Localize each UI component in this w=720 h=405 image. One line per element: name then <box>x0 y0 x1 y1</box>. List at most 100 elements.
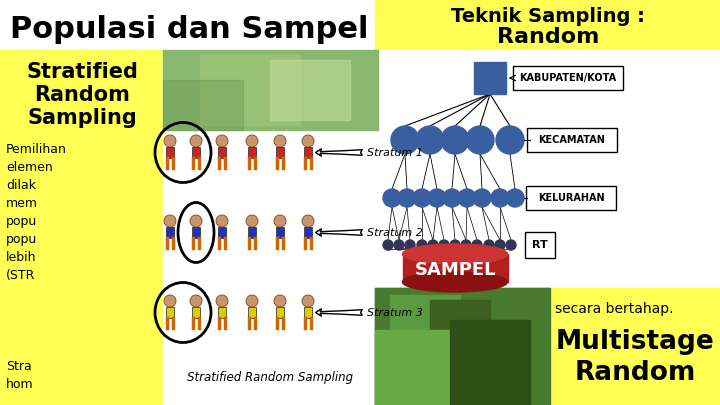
Circle shape <box>164 215 176 227</box>
Bar <box>192 227 200 238</box>
Circle shape <box>302 135 314 147</box>
Bar <box>218 307 226 318</box>
Bar <box>276 307 284 318</box>
Text: Pemilihan: Pemilihan <box>6 143 67 156</box>
Bar <box>450 320 530 405</box>
Circle shape <box>443 189 461 207</box>
Circle shape <box>246 295 258 307</box>
Text: Random: Random <box>575 360 696 386</box>
Bar <box>200 55 300 125</box>
Text: dilak: dilak <box>6 179 36 192</box>
Text: Random: Random <box>34 85 130 105</box>
Bar <box>390 295 460 340</box>
Bar <box>375 288 550 405</box>
Bar <box>163 80 243 130</box>
Circle shape <box>274 215 286 227</box>
Text: KABUPATEN/KOTA: KABUPATEN/KOTA <box>519 73 616 83</box>
Text: Stratified Random Sampling: Stratified Random Sampling <box>187 371 353 384</box>
Circle shape <box>383 240 393 250</box>
Circle shape <box>405 240 415 250</box>
Bar <box>430 300 490 340</box>
Bar <box>248 307 256 318</box>
Circle shape <box>274 295 286 307</box>
Bar <box>163 50 378 130</box>
Bar <box>304 227 312 238</box>
Bar <box>304 147 312 158</box>
FancyBboxPatch shape <box>402 254 508 282</box>
Text: elemen: elemen <box>6 161 53 174</box>
Circle shape <box>190 215 202 227</box>
Bar <box>375 50 720 288</box>
Text: secara bertahap.: secara bertahap. <box>555 302 673 316</box>
Bar <box>0 0 375 50</box>
Text: Sampling: Sampling <box>27 108 137 128</box>
Bar <box>248 227 256 238</box>
Text: SAMPEL: SAMPEL <box>414 261 496 279</box>
Circle shape <box>164 135 176 147</box>
Text: Stratum 3: Stratum 3 <box>367 307 423 318</box>
Circle shape <box>458 189 476 207</box>
Text: Populasi dan Sampel: Populasi dan Sampel <box>10 15 369 45</box>
Circle shape <box>473 189 491 207</box>
Bar <box>375 0 720 50</box>
FancyBboxPatch shape <box>474 62 506 94</box>
Circle shape <box>472 240 482 250</box>
Bar <box>166 227 174 238</box>
Bar <box>218 147 226 158</box>
Circle shape <box>302 295 314 307</box>
Bar <box>375 288 550 405</box>
Circle shape <box>246 215 258 227</box>
Circle shape <box>439 240 449 250</box>
Circle shape <box>417 240 427 250</box>
Bar <box>0 50 163 405</box>
Circle shape <box>274 135 286 147</box>
Bar <box>375 330 465 405</box>
Bar <box>192 147 200 158</box>
Circle shape <box>391 126 419 154</box>
Circle shape <box>506 240 516 250</box>
Circle shape <box>246 135 258 147</box>
Ellipse shape <box>402 272 508 292</box>
Circle shape <box>441 126 469 154</box>
Bar <box>550 288 720 405</box>
Circle shape <box>190 135 202 147</box>
Text: lebih: lebih <box>6 251 37 264</box>
Circle shape <box>190 295 202 307</box>
Circle shape <box>416 126 444 154</box>
Text: KECAMATAN: KECAMATAN <box>539 135 606 145</box>
Circle shape <box>164 295 176 307</box>
Text: Stratum 2: Stratum 2 <box>367 228 423 237</box>
Text: Stratified: Stratified <box>26 62 138 82</box>
Circle shape <box>466 126 494 154</box>
Text: hom: hom <box>6 378 34 391</box>
Circle shape <box>506 189 524 207</box>
Text: popu: popu <box>6 233 37 246</box>
Circle shape <box>383 189 401 207</box>
Text: popu: popu <box>6 215 37 228</box>
Circle shape <box>428 189 446 207</box>
Text: (STR: (STR <box>6 269 35 282</box>
Circle shape <box>495 240 505 250</box>
Circle shape <box>216 135 228 147</box>
Bar <box>218 227 226 238</box>
Text: RT: RT <box>532 240 548 250</box>
Circle shape <box>484 240 494 250</box>
Text: KELURAHAN: KELURAHAN <box>538 193 604 203</box>
Circle shape <box>302 215 314 227</box>
Bar <box>270 60 350 120</box>
Text: Stra: Stra <box>6 360 32 373</box>
Ellipse shape <box>402 244 508 264</box>
Circle shape <box>216 215 228 227</box>
Circle shape <box>398 189 416 207</box>
Circle shape <box>450 240 460 250</box>
Circle shape <box>428 240 438 250</box>
Bar <box>166 307 174 318</box>
Text: Teknik Sampling :: Teknik Sampling : <box>451 6 645 26</box>
Circle shape <box>394 240 404 250</box>
Bar <box>276 227 284 238</box>
Text: Random: Random <box>497 27 599 47</box>
Circle shape <box>461 240 471 250</box>
Text: Stratum 1: Stratum 1 <box>367 147 423 158</box>
Circle shape <box>496 126 524 154</box>
Bar <box>248 147 256 158</box>
